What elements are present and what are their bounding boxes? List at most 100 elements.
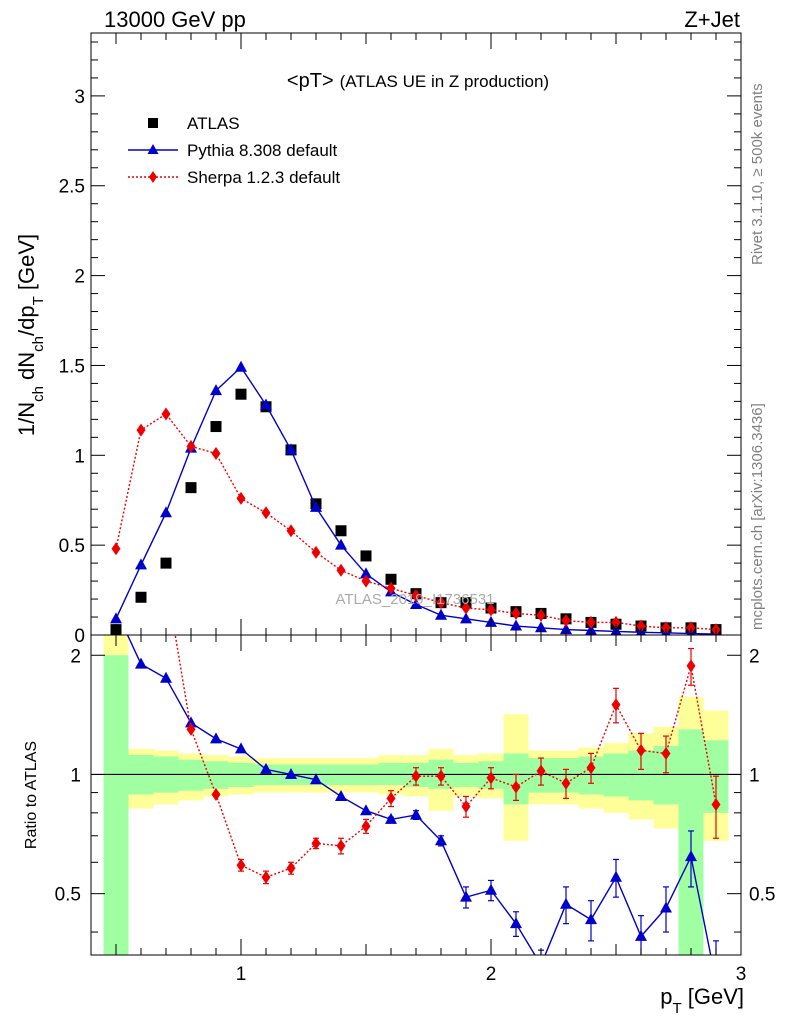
main-ytick-label-3: 3 — [74, 87, 85, 108]
ratio-point-pythia-8-308-default-7 — [285, 767, 297, 779]
point-pythia-8-308-default-13 — [435, 608, 447, 620]
ratio-point-sherpa-1-2-3-default-16 — [511, 780, 521, 794]
ratio-ytick-label-right-2: 2 — [749, 646, 760, 667]
point-sherpa-1-2-3-default-12 — [411, 588, 421, 602]
point-sherpa-1-2-3-default-4 — [211, 447, 221, 461]
ratio-point-pythia-8-308-default-20 — [610, 870, 622, 882]
ratio-point-pythia-8-308-default-12 — [410, 808, 422, 820]
axes-ticks: 0 0.5 1 1.5 2 2.5 3 1 2 3 0.5 0.5 1 1 2 2 — [55, 33, 775, 985]
ratio-point-pythia-8-308-default-14 — [460, 890, 472, 902]
rivet-label: Rivet 3.1.10, ≥ 500k events — [749, 83, 766, 265]
chart-subtitle: (ATLAS UE in Z production) — [340, 72, 549, 91]
ratio-point-pythia-8-308-default-2 — [160, 671, 172, 683]
ratio-point-sherpa-1-2-3-default-10 — [361, 819, 371, 833]
point-pythia-8-308-default-16 — [510, 619, 522, 631]
ratio-point-sherpa-1-2-3-default-20 — [611, 698, 621, 712]
ratio-point-sherpa-1-2-3-default-14 — [461, 800, 471, 814]
point-sherpa-1-2-3-default-11 — [386, 581, 396, 595]
point-atlas-1 — [135, 591, 147, 603]
ratio-point-sherpa-1-2-3-default-24 — [711, 797, 721, 811]
x-axis-label: pT [GeV] — [660, 984, 744, 1017]
ratio-point-sherpa-1-2-3-default-4 — [211, 787, 221, 801]
ratio-point-sherpa-1-2-3-default-9 — [336, 839, 346, 853]
ratio-point-sherpa-1-2-3-default-18 — [561, 776, 571, 790]
main-ytick-label-0: 0 — [74, 626, 85, 647]
point-sherpa-1-2-3-default-6 — [261, 506, 271, 520]
point-sherpa-1-2-3-default-17 — [536, 608, 546, 622]
main-ytick-label-1: 1 — [74, 446, 85, 467]
ratio-point-pythia-8-308-default-6 — [260, 762, 272, 774]
ratio-uncertainty-bands — [91, 635, 741, 955]
point-sherpa-1-2-3-default-10 — [361, 574, 371, 588]
ratio-point-pythia-8-308-default-11 — [385, 812, 397, 824]
ratio-ytick-label-right-0-5: 0.5 — [749, 885, 775, 906]
ratio-point-sherpa-1-2-3-default-8 — [311, 836, 321, 850]
ratio-point-sherpa-1-2-3-default-6 — [261, 870, 271, 884]
band-green-0 — [103, 655, 129, 955]
ratio-point-pythia-8-308-default-1 — [135, 657, 147, 669]
ratio-series — [112, 291, 721, 955]
legend-marker-pythia — [147, 144, 159, 154]
point-sherpa-1-2-3-default-5 — [236, 491, 246, 505]
point-sherpa-1-2-3-default-20 — [611, 615, 621, 629]
ratio-point-sherpa-1-2-3-default-12 — [411, 769, 421, 783]
main-ytick-label-2-5: 2.5 — [59, 177, 85, 198]
y-axis-label-main: 1/Nch dNch/dpT [GeV] — [14, 234, 47, 436]
point-pythia-8-308-default-1 — [135, 558, 147, 570]
ratio-point-pythia-8-308-default-15 — [485, 883, 497, 895]
ratio-point-sherpa-1-2-3-default-7 — [286, 861, 296, 875]
legend-marker-sherpa — [149, 171, 157, 183]
point-pythia-8-308-default-10 — [360, 567, 372, 579]
y-axis-label-ratio: Ratio to ATLAS — [23, 741, 40, 849]
ratio-point-pythia-8-308-default-9 — [335, 789, 347, 801]
point-pythia-8-308-default-2 — [160, 506, 172, 518]
energy-label: 13000 GeV pp — [104, 7, 246, 32]
main-ytick-label-2: 2 — [74, 267, 85, 288]
ratio-ytick-label-left-1: 1 — [70, 765, 81, 786]
point-sherpa-1-2-3-default-7 — [286, 524, 296, 538]
point-pythia-8-308-default-5 — [235, 360, 247, 372]
ratio-ytick-label-left-0-5: 0.5 — [55, 885, 81, 906]
ratio-ytick-label-right-1: 1 — [749, 765, 760, 786]
legend-label-atlas: ATLAS — [187, 114, 240, 133]
band-green-3 — [178, 759, 204, 791]
ratio-point-sherpa-1-2-3-default-5 — [236, 858, 246, 872]
ratio-point-sherpa-1-2-3-default-19 — [586, 761, 596, 775]
point-sherpa-1-2-3-default-15 — [486, 603, 496, 617]
ratio-point-pythia-8-308-default-3 — [185, 716, 197, 728]
ratio-point-pythia-8-308-default-8 — [310, 773, 322, 785]
ratio-point-sherpa-1-2-3-default-15 — [486, 771, 496, 785]
ratio-point-sherpa-1-2-3-default-22 — [661, 746, 671, 760]
point-sherpa-1-2-3-default-21 — [636, 619, 646, 633]
ratio-point-sherpa-1-2-3-default-0 — [112, 291, 121, 304]
process-label: Z+Jet — [684, 7, 740, 32]
point-atlas-5 — [235, 388, 247, 400]
point-sherpa-1-2-3-default-16 — [511, 606, 521, 620]
point-atlas-2 — [160, 557, 172, 569]
mcplots-label: mcplots.cern.ch [arXiv:1306.3436] — [749, 403, 766, 630]
legend-label-sherpa: Sherpa 1.2.3 default — [187, 168, 340, 187]
point-pythia-8-308-default-0 — [110, 612, 122, 624]
point-sherpa-1-2-3-default-19 — [586, 615, 596, 629]
ratio-point-sherpa-1-2-3-default-1 — [137, 478, 146, 491]
legend-marker-atlas — [148, 118, 158, 128]
chart-title-main: <pT> — [287, 70, 334, 92]
point-sherpa-1-2-3-default-1 — [136, 423, 146, 437]
point-sherpa-1-2-3-default-9 — [336, 563, 346, 577]
legend: ATLAS Pythia 8.308 default Sherpa 1.2.3 … — [128, 114, 340, 187]
ratio-point-pythia-8-308-default-19 — [585, 913, 597, 925]
point-sherpa-1-2-3-default-22 — [661, 621, 671, 635]
point-atlas-10 — [360, 550, 372, 562]
ratio-point-pythia-8-308-default-22 — [660, 901, 672, 913]
ratio-point-sherpa-1-2-3-default-13 — [436, 769, 446, 783]
point-sherpa-1-2-3-default-2 — [161, 407, 171, 421]
legend-label-pythia: Pythia 8.308 default — [187, 141, 338, 160]
watermark: ATLAS_2019_I1736531 — [335, 591, 494, 608]
xtick-label-1: 1 — [236, 964, 247, 985]
point-sherpa-1-2-3-default-14 — [461, 601, 471, 615]
xtick-label-3: 3 — [736, 964, 747, 985]
ratio-point-pythia-8-308-default-21 — [635, 929, 647, 941]
point-pythia-8-308-default-9 — [335, 538, 347, 550]
ratio-point-sherpa-1-2-3-default-3 — [186, 722, 196, 736]
